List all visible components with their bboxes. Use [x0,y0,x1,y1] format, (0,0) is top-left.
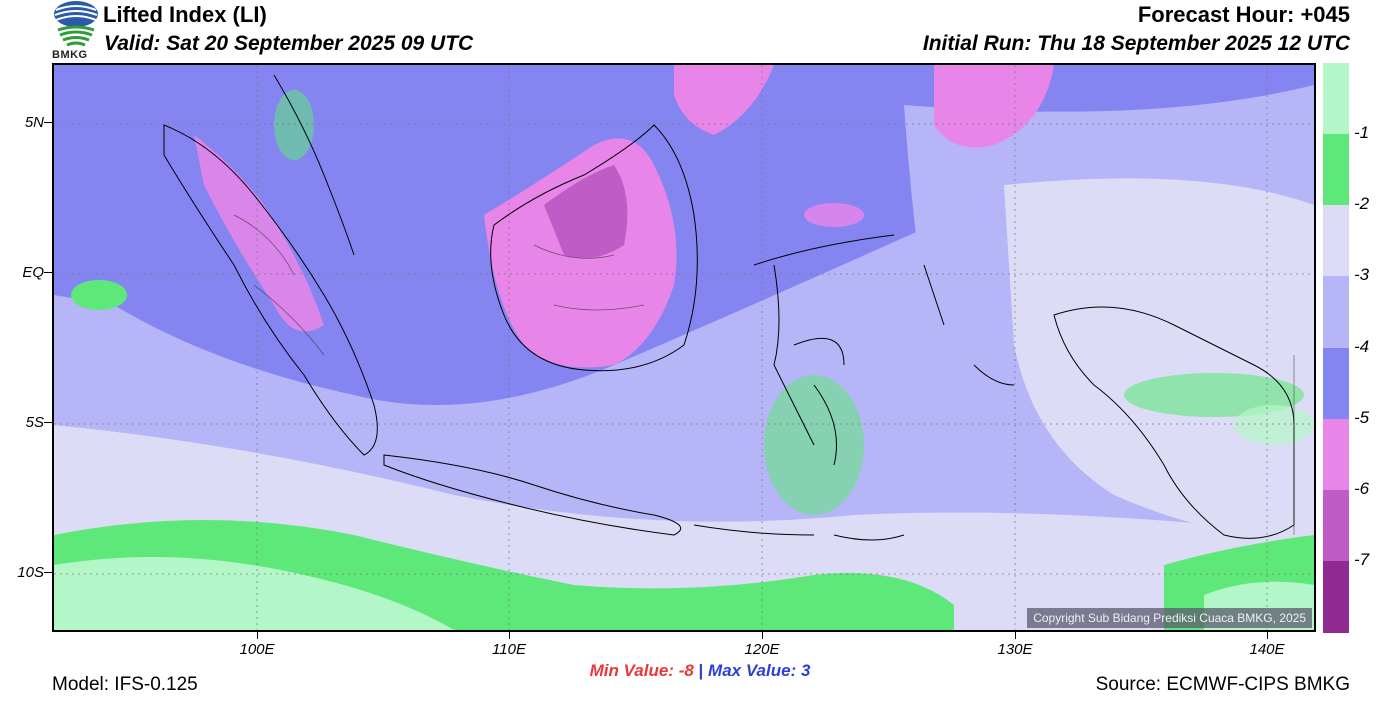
min-max-separator: | [698,661,704,680]
x-label-110e: 110E [492,641,526,658]
x-label-120e: 120E [744,641,780,658]
colorbar-label: -6 [1354,478,1370,498]
colorbar-label: -2 [1354,194,1370,214]
y-label-10s: 10S [17,564,44,581]
colorbar-segment [1323,205,1349,277]
colorbar-segment [1323,63,1349,135]
valid-time: Valid: Sat 20 September 2025 09 UTC [104,32,474,55]
x-label-130e: 130E [997,641,1033,658]
x-tick-120e [762,632,763,639]
colorbar-segment [1323,347,1349,420]
colorbar-label: -5 [1354,407,1370,427]
copyright-notice: Copyright Sub Bidang Prediksi Cuaca BMKG… [1027,608,1312,628]
x-tick-140e [1267,632,1268,639]
colorbar [1323,63,1349,633]
min-label: Min Value: [589,661,674,680]
y-tick-eq [44,272,52,273]
y-label-5n: 5N [24,114,44,131]
max-label: Max Value: [708,661,797,680]
max-value: 3 [800,661,811,680]
model-name: Model: IFS-0.125 [52,674,198,695]
bmkg-logo-icon [52,0,100,62]
colorbar-label: -1 [1354,123,1370,143]
data-source: Source: ECMWF-CIPS BMKG [1095,674,1350,695]
x-tick-100e [257,632,258,639]
colorbar-segment [1323,134,1349,206]
forecast-hour: Forecast Hour: +045 [1137,2,1350,27]
colorbar-segment [1323,276,1349,348]
initial-run: Initial Run: Thu 18 September 2025 12 UT… [922,32,1350,55]
y-label-5s: 5S [25,414,44,431]
x-label-100e: 100E [239,641,275,658]
map-panel: Copyright Sub Bidang Prediksi Cuaca BMKG… [52,63,1316,632]
x-tick-130e [1015,632,1016,639]
y-tick-5n [44,122,52,123]
y-tick-5s [44,422,52,423]
y-tick-10s [44,572,52,573]
colorbar-segment [1323,489,1349,562]
chart-title: Lifted Index (LI) [103,2,267,27]
x-label-140e: 140E [1249,641,1285,658]
colorbar-segment [1323,418,1349,491]
min-max-values: Min Value: -8 | Max Value: 3 [0,661,1400,681]
colorbar-label: -3 [1354,265,1370,285]
y-label-eq: EQ [22,264,44,281]
colorbar-label: -4 [1354,336,1370,356]
map-canvas [54,65,1314,630]
logo-text: BMKG [52,49,88,61]
colorbar-segment [1323,560,1349,633]
min-value: -8 [678,661,694,680]
x-tick-110e [509,632,510,639]
colorbar-label: -7 [1354,549,1370,569]
